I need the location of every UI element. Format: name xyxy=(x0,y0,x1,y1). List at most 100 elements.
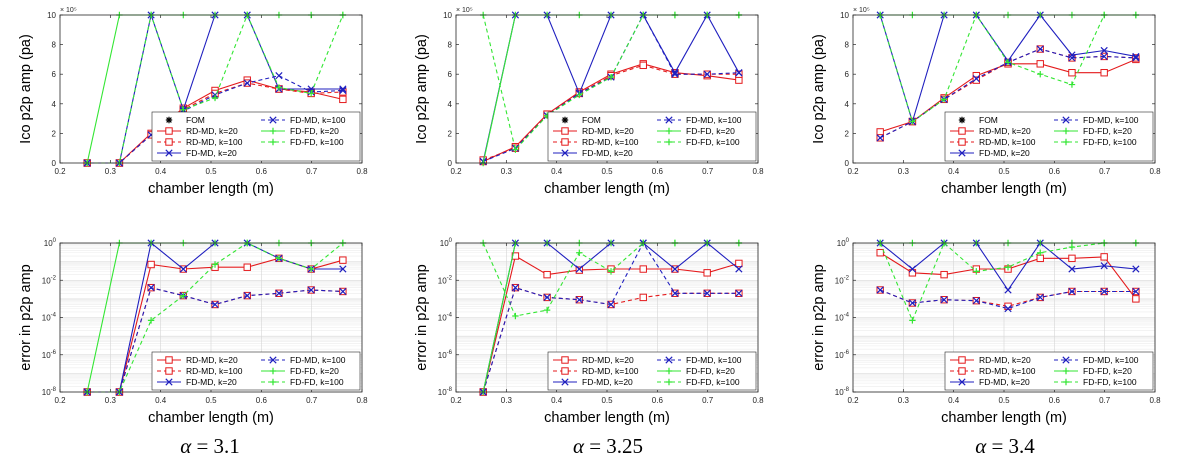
data-point xyxy=(876,249,884,257)
data-point xyxy=(735,289,743,297)
series-line xyxy=(879,289,1136,310)
legend-label: RD-MD, k=20 xyxy=(582,126,634,136)
legend-marker xyxy=(165,149,173,157)
legend-label: RD-MD, k=20 xyxy=(186,126,238,136)
legend-marker xyxy=(165,138,173,146)
data-point xyxy=(973,268,980,275)
x-tick-label: 0.7 xyxy=(306,167,318,176)
legend: RD-MD, k=20 FD-MD, k=100 RD-MD, k=100 FD-FD… xyxy=(944,351,1154,391)
legend-label: FD-MD, k=20 xyxy=(186,148,237,158)
x-tick-label: 0.4 xyxy=(155,396,167,405)
legend-marker xyxy=(269,138,277,146)
data-point xyxy=(1068,287,1076,296)
data-point xyxy=(671,70,679,78)
legend-marker xyxy=(665,356,673,364)
x-tick-label: 0.2 xyxy=(450,167,462,176)
panel-bottom-3: 0.2 0.3 0.4 0.5 0.6 0.7 0.8 10-8 10-6 10-4 10-2 100… xyxy=(811,238,1161,426)
y-tick-label: 0 xyxy=(52,159,57,168)
data-point xyxy=(1100,46,1108,55)
y-tick-label: 10-8 xyxy=(835,387,850,397)
x-tick-label: 0.8 xyxy=(752,167,764,176)
data-point xyxy=(1068,54,1076,62)
x-tick-label: 0.6 xyxy=(256,396,268,405)
y-tick-label: 10 xyxy=(443,11,452,20)
y-tick-label: 10-6 xyxy=(42,350,57,360)
x-tick-label: 0.4 xyxy=(155,167,167,176)
legend-item-rd-md-k-20: RD-MD, k=20 xyxy=(950,126,1031,136)
axes-box xyxy=(455,14,759,164)
x-tick-label: 0.6 xyxy=(652,167,664,176)
x-tick-label: 0.8 xyxy=(1149,396,1161,405)
data-point xyxy=(735,259,743,268)
legend-label: FD-MD, k=100 xyxy=(1083,355,1139,365)
data-point xyxy=(1132,52,1140,61)
x-tick-label: 0.8 xyxy=(356,167,368,176)
legend-item-fd-md-k-100: FD-MD, k=100 xyxy=(1054,355,1139,365)
legend-label: FD-FD, k=20 xyxy=(686,366,735,376)
legend-marker xyxy=(165,356,173,364)
y-axis-label: error in p2p amp xyxy=(414,264,430,370)
y-tick-label: 10-6 xyxy=(438,350,453,360)
data-point xyxy=(639,265,647,273)
legend-label: RD-MD, k=100 xyxy=(186,366,243,376)
x-tick-label: 0.7 xyxy=(702,167,714,176)
legend-item-fd-md-k-20: FD-MD, k=20 xyxy=(553,148,633,158)
legend-item-fd-fd-k-20: FD-FD, k=20 xyxy=(261,126,339,136)
x-axis-label: chamber length (m) xyxy=(941,410,1067,426)
x-tick-label: 0.3 xyxy=(898,396,910,405)
y-exponent-label: × 10⁵ xyxy=(853,7,870,14)
data-point xyxy=(607,268,615,275)
y-tick-label: 10-4 xyxy=(438,313,453,323)
y-tick-label: 10 xyxy=(47,11,56,20)
legend-marker xyxy=(665,138,673,146)
legend-marker xyxy=(165,378,173,386)
data-point xyxy=(307,265,315,273)
y-tick-label: 0 xyxy=(845,159,850,168)
y-tick-label: 2 xyxy=(845,129,850,138)
legend-label: RD-MD, k=100 xyxy=(582,366,639,376)
legend-item-fd-fd-k-20: FD-FD, k=20 xyxy=(1054,126,1132,136)
data-point xyxy=(972,297,980,305)
y-tick-label: 100 xyxy=(837,238,850,248)
data-point xyxy=(211,94,219,102)
data-point xyxy=(639,293,647,302)
axes-box xyxy=(852,14,1156,164)
data-point xyxy=(1068,81,1076,88)
legend-label: FD-MD, k=100 xyxy=(1083,115,1139,125)
legend-item-rd-md-k-20: RD-MD, k=20 xyxy=(950,355,1031,365)
data-point xyxy=(543,293,551,302)
caption-value: = 3.4 xyxy=(991,434,1035,458)
legend-label: FD-FD, k=20 xyxy=(290,126,339,136)
x-tick-label: 0.4 xyxy=(948,396,960,405)
x-tick-label: 0.5 xyxy=(601,396,613,405)
legend-label: FD-FD, k=100 xyxy=(1083,137,1137,147)
caption-alpha-3: α = 3.4 xyxy=(905,434,1105,459)
data-point xyxy=(575,266,584,274)
legend-item-rd-md-k-100: RD-MD, k=100 xyxy=(950,137,1036,147)
legend-marker xyxy=(269,127,277,135)
legend-marker xyxy=(165,367,173,375)
legend-marker xyxy=(958,378,966,386)
legend-label: FD-FD, k=100 xyxy=(686,377,740,387)
legend-label: FD-MD, k=100 xyxy=(290,115,346,125)
data-point xyxy=(275,255,283,262)
series-fd-md-k-100 xyxy=(479,239,743,396)
legend-marker xyxy=(1062,378,1070,386)
data-point xyxy=(147,260,155,269)
x-tick-label: 0.5 xyxy=(205,167,217,176)
axes-box xyxy=(455,242,759,393)
data-point xyxy=(1004,59,1012,66)
legend-item-rd-md-k-100: RD-MD, k=100 xyxy=(553,366,639,376)
legend-item-fd-fd-k-20: FD-FD, k=20 xyxy=(657,126,735,136)
data-point xyxy=(339,95,347,104)
data-point xyxy=(1036,45,1044,53)
panel-bottom-1: 0.2 0.3 0.4 0.5 0.6 0.7 0.8 10-8 10-6 10-4 10-2 100… xyxy=(18,238,368,426)
x-tick-label: 0.7 xyxy=(702,396,714,405)
legend-label: FD-MD, k=20 xyxy=(582,148,633,158)
y-tick-label: 10-2 xyxy=(438,275,453,285)
data-point xyxy=(671,289,679,297)
y-tick-label: 10-8 xyxy=(438,387,453,397)
axes-box xyxy=(59,14,363,164)
legend: RD-MD, k=20 FD-MD, k=100 RD-MD, k=100 FD-FD… xyxy=(151,351,361,391)
data-point xyxy=(1068,69,1076,77)
